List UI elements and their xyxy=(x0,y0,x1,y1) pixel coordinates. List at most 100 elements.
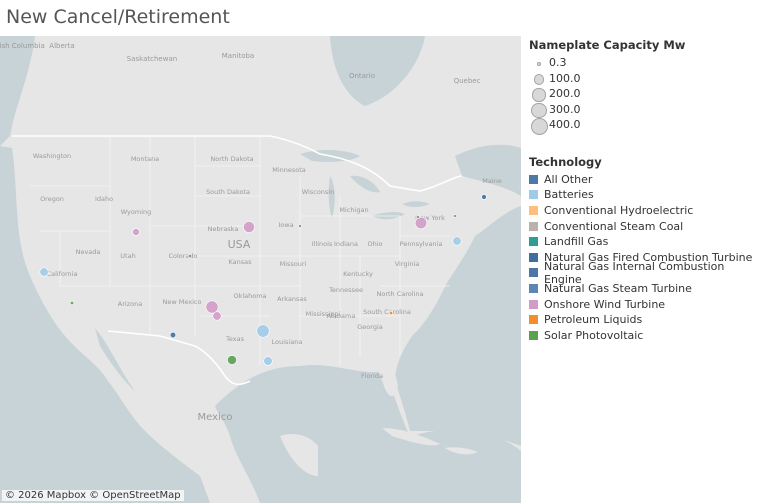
color-swatch xyxy=(529,283,538,293)
size-legend-label: 100.0 xyxy=(549,71,581,85)
technology-legend-item[interactable]: Conventional Steam Coal xyxy=(529,218,760,234)
size-legend-label: 200.0 xyxy=(549,87,581,100)
plant-marker[interactable] xyxy=(414,216,428,230)
size-legend-item[interactable]: 300.0 xyxy=(529,102,760,119)
technology-legend-item[interactable]: Petroleum Liquids xyxy=(529,312,760,328)
state-label: Maine xyxy=(482,177,502,185)
state-label: Wyoming xyxy=(121,208,152,216)
state-label: New York xyxy=(415,214,445,222)
plant-marker[interactable] xyxy=(263,356,273,366)
plant-marker[interactable] xyxy=(69,300,75,306)
size-legend-item[interactable]: 0.3 xyxy=(529,55,760,71)
color-swatch xyxy=(529,237,538,247)
plant-marker[interactable] xyxy=(132,228,140,236)
size-legend-circle xyxy=(532,88,546,102)
state-label: Michigan xyxy=(339,206,368,214)
color-swatch xyxy=(529,330,538,340)
country-label: USA xyxy=(228,238,251,251)
technology-legend-item[interactable]: Natural Gas Steam Turbine xyxy=(529,281,760,297)
plant-marker[interactable] xyxy=(205,300,219,314)
technology-legend-label: Conventional Hydroelectric xyxy=(544,203,694,217)
plant-marker[interactable] xyxy=(416,215,420,219)
state-label: New Mexico xyxy=(163,298,202,306)
technology-legend-item[interactable]: Onshore Wind Turbine xyxy=(529,296,760,312)
technology-legend-item[interactable]: Solar Photovoltaic xyxy=(529,327,760,343)
state-label: Missouri xyxy=(280,260,307,268)
state-label: Utah xyxy=(120,252,135,260)
plant-marker[interactable] xyxy=(256,324,270,338)
color-swatch xyxy=(529,299,538,309)
map-view[interactable]: USA Mexico British Columbia Alberta Saskatch… xyxy=(0,36,521,503)
technology-legend-label: Conventional Steam Coal xyxy=(544,219,684,233)
state-label: Alabama xyxy=(327,312,356,320)
province-label: British Columbia xyxy=(0,42,45,50)
color-swatch xyxy=(529,190,538,200)
state-label: Arkansas xyxy=(277,295,307,303)
color-swatch xyxy=(529,315,538,325)
technology-legend-item[interactable]: Natural Gas Internal Combustion Engine xyxy=(529,260,760,286)
state-label: Iowa xyxy=(278,221,293,229)
size-legend-item[interactable]: 400.0 xyxy=(529,117,760,135)
state-label: Florida xyxy=(361,372,383,380)
technology-legend-title: Technology xyxy=(529,154,602,169)
plant-marker[interactable] xyxy=(169,331,177,339)
legend-panel: Nameplate Capacity Mw 0.3 100.0 200.0 300.0… xyxy=(529,38,760,343)
province-label: Saskatchewan xyxy=(127,55,177,63)
size-legend-item[interactable]: 100.0 xyxy=(529,71,760,87)
plant-marker[interactable] xyxy=(481,194,487,200)
technology-legend-label: Solar Photovoltaic xyxy=(544,328,644,342)
state-label: Texas xyxy=(225,335,245,343)
technology-legend-item[interactable]: Batteries xyxy=(529,187,760,203)
province-label: Alberta xyxy=(49,42,74,50)
state-label: Washington xyxy=(33,152,71,160)
size-legend-item[interactable]: 200.0 xyxy=(529,86,760,102)
size-legend-label: 0.3 xyxy=(549,56,567,69)
size-legend-label: 300.0 xyxy=(549,102,581,116)
state-label: Nebraska xyxy=(208,225,239,233)
state-label: Ohio xyxy=(367,240,382,248)
state-label: Oregon xyxy=(40,195,64,203)
page-title: New Cancel/Retirement xyxy=(6,6,230,28)
plant-marker[interactable] xyxy=(212,311,222,321)
plant-marker[interactable] xyxy=(227,355,237,365)
technology-legend: All Other Batteries Conventional Hydroelec… xyxy=(529,172,760,344)
plant-marker[interactable] xyxy=(243,221,255,233)
plant-marker[interactable] xyxy=(187,253,193,259)
state-label: Arizona xyxy=(118,300,142,308)
state-label: North Carolina xyxy=(377,290,424,298)
state-label: Virginia xyxy=(395,260,420,268)
technology-legend-label: Natural Gas Steam Turbine xyxy=(544,281,692,295)
technology-legend-item[interactable]: Conventional Hydroelectric xyxy=(529,203,760,219)
color-swatch xyxy=(529,268,538,278)
plant-marker[interactable] xyxy=(39,267,49,277)
country-label: Mexico xyxy=(198,412,233,423)
plant-marker[interactable] xyxy=(452,236,462,246)
state-label: Kentucky xyxy=(343,270,373,278)
technology-legend-label: Natural Gas Internal Combustion Engine xyxy=(544,259,725,286)
state-label: Illinois xyxy=(312,240,333,248)
size-legend-circle xyxy=(530,117,548,135)
plant-marker[interactable] xyxy=(388,310,394,316)
technology-legend-item[interactable]: Landfill Gas xyxy=(529,234,760,250)
state-label: California xyxy=(47,270,78,278)
technology-legend-item[interactable]: Natural Gas Fired Combustion Turbine xyxy=(529,249,760,265)
state-label: North Dakota xyxy=(210,155,253,163)
state-label: Nevada xyxy=(76,248,101,256)
map-canvas[interactable]: USA Mexico British Columbia Alberta Saskatch… xyxy=(0,36,521,503)
color-swatch xyxy=(529,205,538,215)
plant-marker[interactable] xyxy=(453,214,457,218)
size-legend-circle xyxy=(531,102,547,119)
state-label: Indiana xyxy=(334,240,358,248)
province-label: Manitoba xyxy=(222,52,254,60)
technology-legend-label: Onshore Wind Turbine xyxy=(544,297,666,311)
map-attribution[interactable]: © 2026 Mapbox © OpenStreetMap xyxy=(2,490,184,501)
color-swatch xyxy=(529,252,538,262)
size-legend: 0.3 100.0 200.0 300.0 400.0 xyxy=(529,55,760,135)
plant-marker[interactable] xyxy=(298,224,302,228)
size-legend-title: Nameplate Capacity Mw xyxy=(529,38,686,52)
state-label: Georgia xyxy=(357,323,383,331)
state-label: Mississippi xyxy=(306,310,341,318)
technology-legend-item[interactable]: All Other xyxy=(529,172,760,188)
technology-legend-label: Petroleum Liquids xyxy=(544,313,643,327)
color-swatch xyxy=(529,174,538,184)
